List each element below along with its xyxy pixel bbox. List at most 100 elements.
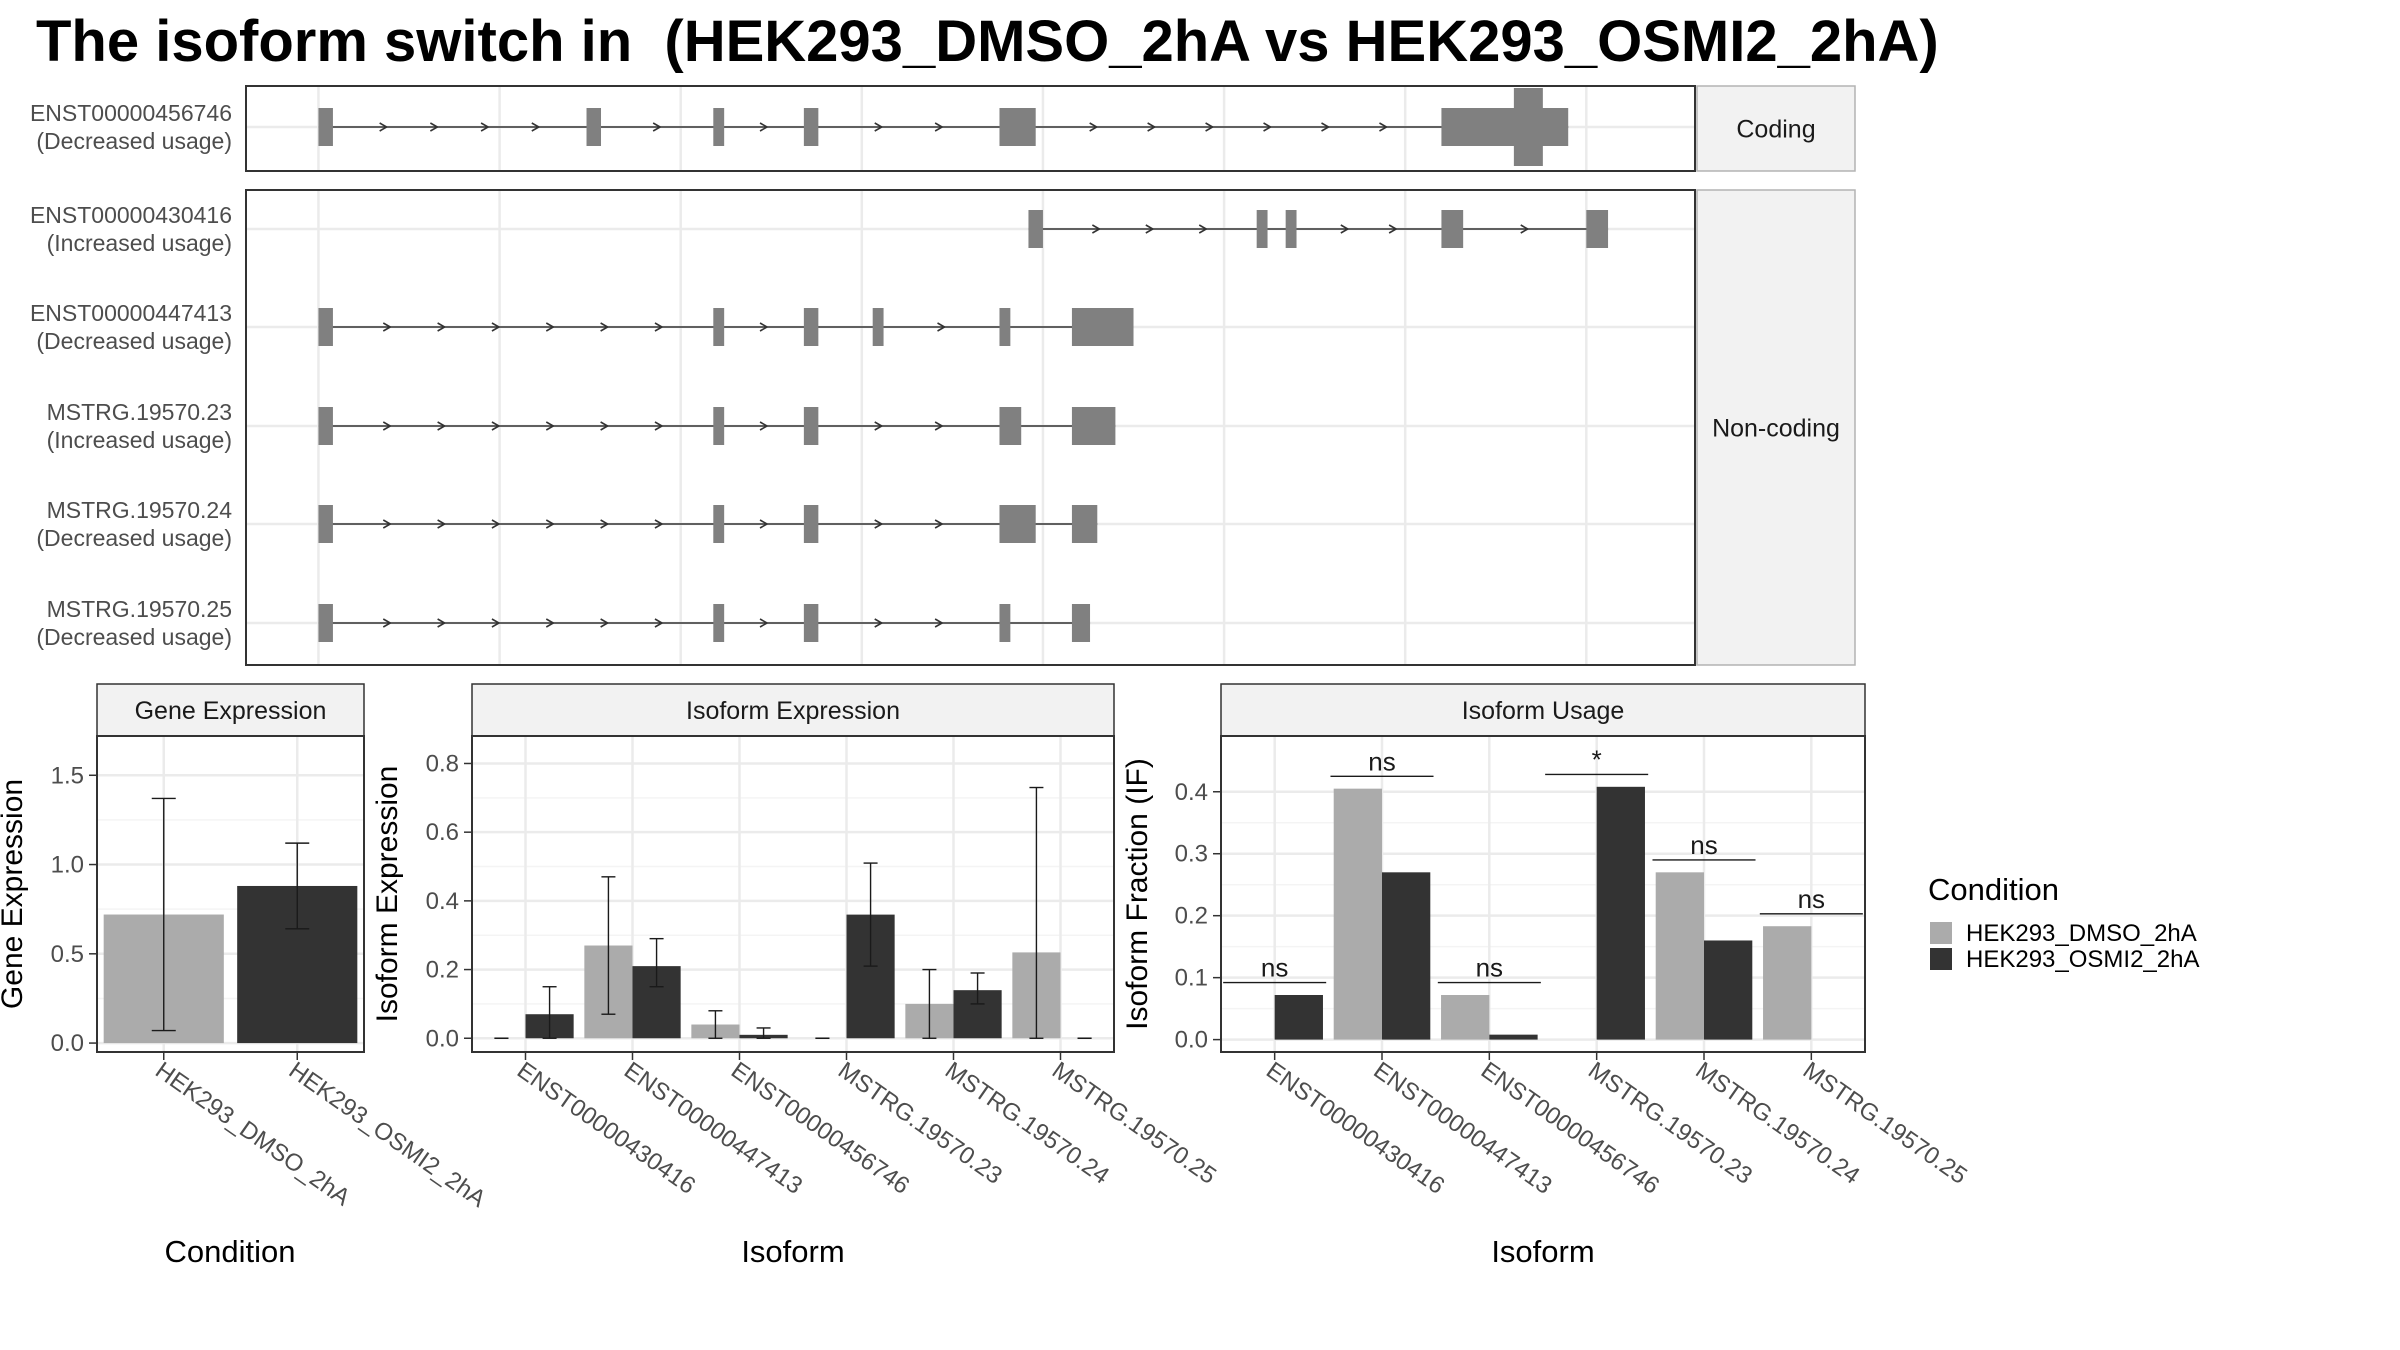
facet-strip xyxy=(1696,189,1856,666)
panel-strip-label: Isoform Expression xyxy=(686,697,900,725)
transcript-panel-bg xyxy=(246,190,1695,665)
intron-arrow xyxy=(382,618,392,628)
intron-arrow xyxy=(934,519,944,529)
y-tick-label: 0.0 xyxy=(1175,1027,1208,1054)
x-axis-title: Condition xyxy=(165,1234,296,1269)
panel-strip-label: Gene Expression xyxy=(135,697,327,725)
intron-arrow xyxy=(545,618,555,628)
legend-swatch xyxy=(1930,948,1952,970)
data-bar xyxy=(1596,786,1645,1040)
exon-block xyxy=(586,108,602,146)
intron-arrow xyxy=(382,421,392,431)
intron-arrow xyxy=(759,322,769,332)
y-tick-label: 0.0 xyxy=(51,1030,84,1057)
facet-label: Coding xyxy=(1736,116,1815,144)
intron-arrow xyxy=(654,618,664,628)
intron-arrow xyxy=(759,122,769,132)
isoform-usage-label: (Decreased usage) xyxy=(36,525,232,551)
intron-arrow xyxy=(654,421,664,431)
y-tick-label: 0.2 xyxy=(1175,903,1208,930)
exon-block xyxy=(1285,210,1297,248)
exon-block xyxy=(1586,210,1609,248)
intron-arrow xyxy=(545,421,555,431)
exon-block xyxy=(803,505,819,543)
significance-label: ns xyxy=(1368,746,1395,776)
data-bar xyxy=(1441,994,1490,1040)
intron-arrow xyxy=(429,122,439,132)
x-tick-label: ENST00000456746 xyxy=(1476,1057,1664,1200)
intron-arrow xyxy=(1379,122,1389,132)
intron-arrow xyxy=(654,519,664,529)
intron-arrow xyxy=(480,122,490,132)
y-tick-label: 0.1 xyxy=(1175,965,1208,992)
isoform-label: MSTRG.19570.23 xyxy=(47,399,232,425)
plot-frame xyxy=(96,735,365,1053)
plot-background xyxy=(472,736,1114,1052)
exon-block xyxy=(713,407,725,445)
data-bar xyxy=(1274,994,1323,1040)
intron-arrow xyxy=(545,322,555,332)
intron-arrow xyxy=(759,519,769,529)
x-axis-title: Isoform xyxy=(1491,1234,1594,1269)
x-axis-title: Isoform xyxy=(741,1234,844,1269)
exon-block xyxy=(318,505,333,543)
isoform-label: ENST00000430416 xyxy=(30,202,232,228)
exon-block xyxy=(713,505,725,543)
legend-item-label: HEK293_OSMI2_2hA xyxy=(1966,946,2199,973)
x-tick-label: ENST00000456746 xyxy=(726,1057,914,1200)
intron-arrow xyxy=(1321,122,1331,132)
intron-arrow xyxy=(654,322,664,332)
intron-arrow xyxy=(1520,224,1530,234)
y-axis-title: Gene Expression xyxy=(0,779,29,1009)
plot-frame xyxy=(1220,735,1866,1053)
intron-arrow xyxy=(491,519,501,529)
intron-arrow xyxy=(491,618,501,628)
x-tick-label: ENST00000430416 xyxy=(1261,1057,1449,1200)
intron-arrow xyxy=(1340,224,1350,234)
intron-arrow xyxy=(600,519,610,529)
isoform-label: ENST00000447413 xyxy=(30,300,232,326)
exon-block xyxy=(318,308,333,346)
exon-block xyxy=(999,308,1011,346)
intron-arrow xyxy=(874,122,884,132)
y-tick-label: 0.3 xyxy=(1175,841,1208,868)
isoform-label: MSTRG.19570.25 xyxy=(47,596,232,622)
exon-block xyxy=(1071,505,1098,543)
significance-label: ns xyxy=(1261,953,1288,983)
isoform-label: ENST00000456746 xyxy=(30,100,232,126)
intron-arrow xyxy=(934,618,944,628)
intron-arrow xyxy=(1205,122,1215,132)
intron-arrow xyxy=(874,519,884,529)
exon-block xyxy=(803,407,819,445)
legend-item-label: HEK293_DMSO_2hA xyxy=(1966,920,2197,947)
intron-arrow xyxy=(491,421,501,431)
legend-swatch xyxy=(1930,922,1952,944)
intron-arrow xyxy=(1198,224,1208,234)
x-tick-label: ENST00000447413 xyxy=(1369,1057,1557,1200)
intron-arrow xyxy=(934,122,944,132)
isoform-usage-label: (Increased usage) xyxy=(47,427,232,453)
intron-arrow xyxy=(652,122,662,132)
intron-arrow xyxy=(1089,122,1099,132)
facet-strip xyxy=(1696,85,1856,172)
isoform-usage-label: (Decreased usage) xyxy=(36,128,232,154)
exon-block xyxy=(1256,210,1268,248)
significance-label: * xyxy=(1592,744,1602,774)
data-bar xyxy=(1382,872,1431,1040)
intron-arrow xyxy=(437,322,447,332)
intron-arrow xyxy=(437,519,447,529)
figure-title: The isoform switch in (HEK293_DMSO_2hA v… xyxy=(36,9,1939,74)
y-tick-label: 0.4 xyxy=(1175,779,1208,806)
isoform-usage-label: (Decreased usage) xyxy=(36,624,232,650)
y-tick-label: 0.2 xyxy=(426,957,459,984)
y-tick-label: 0.0 xyxy=(426,1025,459,1052)
exon-block xyxy=(1441,210,1464,248)
y-tick-label: 0.4 xyxy=(426,888,459,915)
exon-block xyxy=(1071,407,1116,445)
cds-block xyxy=(1513,88,1543,166)
facet-label: Non-coding xyxy=(1712,415,1840,443)
exon-block xyxy=(999,108,1036,146)
exon-block xyxy=(803,308,819,346)
exon-block xyxy=(999,505,1036,543)
intron-arrow xyxy=(934,421,944,431)
